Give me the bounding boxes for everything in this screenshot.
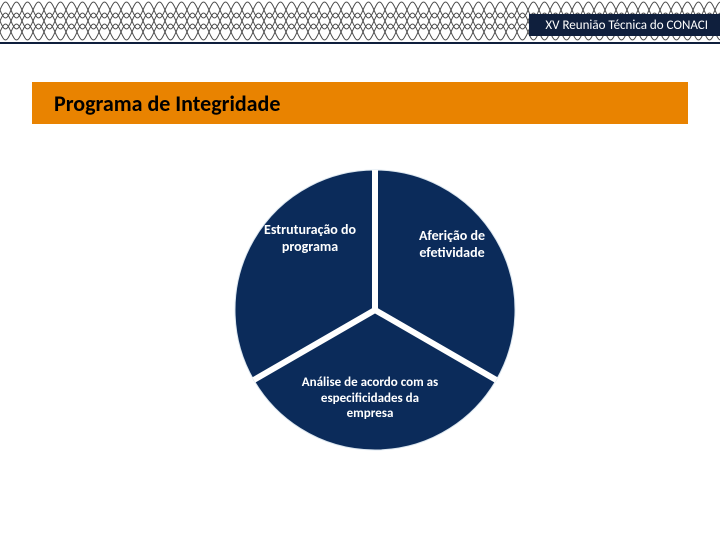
header-ribbon: XV Reunião Técnica do CONACI [529,14,720,36]
pie-chart-container: Estruturação do programa Aferição de efe… [0,150,720,470]
header-underline [0,42,720,44]
title-bar-text: Programa de Integridade [54,90,280,117]
pie-chart: Estruturação do programa Aferição de efe… [215,150,535,470]
title-bar: Programa de Integridade [32,82,688,124]
header-ribbon-text: XV Reunião Técnica do CONACI [545,18,708,33]
